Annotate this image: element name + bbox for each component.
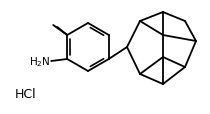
Text: HCl: HCl bbox=[15, 88, 37, 101]
Text: H$_2$N: H$_2$N bbox=[29, 55, 50, 68]
